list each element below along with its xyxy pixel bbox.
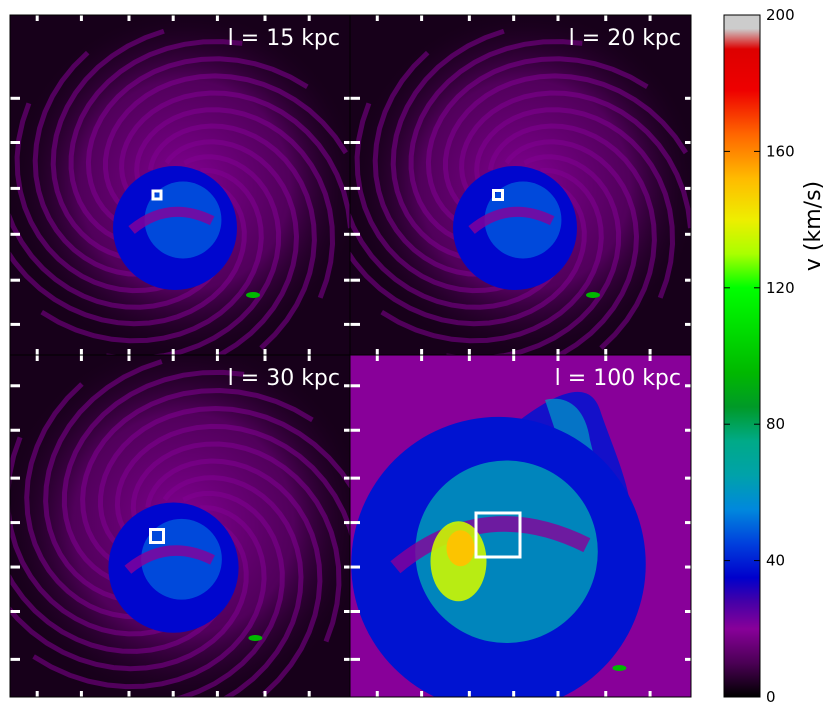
spiral-arm [162,475,304,697]
gas-clump [246,292,260,298]
inner-spiral-gap [468,206,555,234]
colorbar-scale [723,14,761,698]
region-marker [149,528,165,544]
spiral-arm [114,423,350,541]
map-panels: l = 15 kpc l = 20 kpc l = 30 kpc l = 100 kp… [9,14,692,698]
colorbar: 0 40 80 120 160 200 v (km/s) [723,6,826,706]
spiral-arm [10,181,247,327]
spiral-arm [474,107,676,299]
colorbar-tick-label: 200 [766,6,795,24]
spiral-arm [164,139,300,355]
colorbar-label: v (km/s) [801,181,826,271]
panel-label: l = 100 kpc [555,366,681,391]
inner-spiral-gap [390,516,591,574]
spiral-arm [145,458,323,696]
spiral-arm [32,505,267,690]
panel-label: l = 20 kpc [569,26,681,51]
gas-clump [586,292,600,298]
spiral-arm [40,167,264,344]
gas-clump [248,635,263,641]
panel-label: l = 15 kpc [228,26,340,51]
spiral-arm [10,519,249,672]
disk-core [141,518,222,600]
spiral-arm [147,123,317,350]
gas-clump [612,665,627,671]
region-marker [474,511,522,559]
spiral-arm [446,154,622,355]
map-panel-1: l = 15 kpc [10,15,350,355]
fastest-region [446,530,475,567]
spiral-arm [380,167,604,344]
panel-frame [349,354,692,698]
spiral-arm [173,490,285,697]
spiral-arm [97,405,350,559]
disk-core [144,181,222,259]
spiral-arm [443,73,688,219]
spiral-arm [130,441,342,643]
map-panel-4: l = 100 kpc [350,355,691,697]
colorbar-tick-label: 120 [766,279,795,297]
inner-spiral-gap [128,206,215,234]
spiral-arm [103,73,348,219]
spiral-arm [459,90,691,229]
region-marker [151,189,163,201]
spiral-arm [487,123,657,350]
spiral-arm [134,107,336,299]
colorbar-tick-label: 80 [766,415,785,433]
spiral-arm [350,181,587,327]
spiral-arm [106,154,282,355]
spiral-arm [504,139,640,355]
inner-spiral-gap [124,545,215,574]
map-panel-2: l = 20 kpc [350,15,691,355]
colorbar-tick-label: 0 [766,688,776,706]
panel-label: l = 30 kpc [228,366,340,391]
region-marker [492,189,504,201]
spiral-arm [119,90,350,229]
colorbar-tick-label: 160 [766,142,795,160]
map-panel-3: l = 30 kpc [10,355,350,697]
colorbar-tick-label: 40 [766,552,785,570]
